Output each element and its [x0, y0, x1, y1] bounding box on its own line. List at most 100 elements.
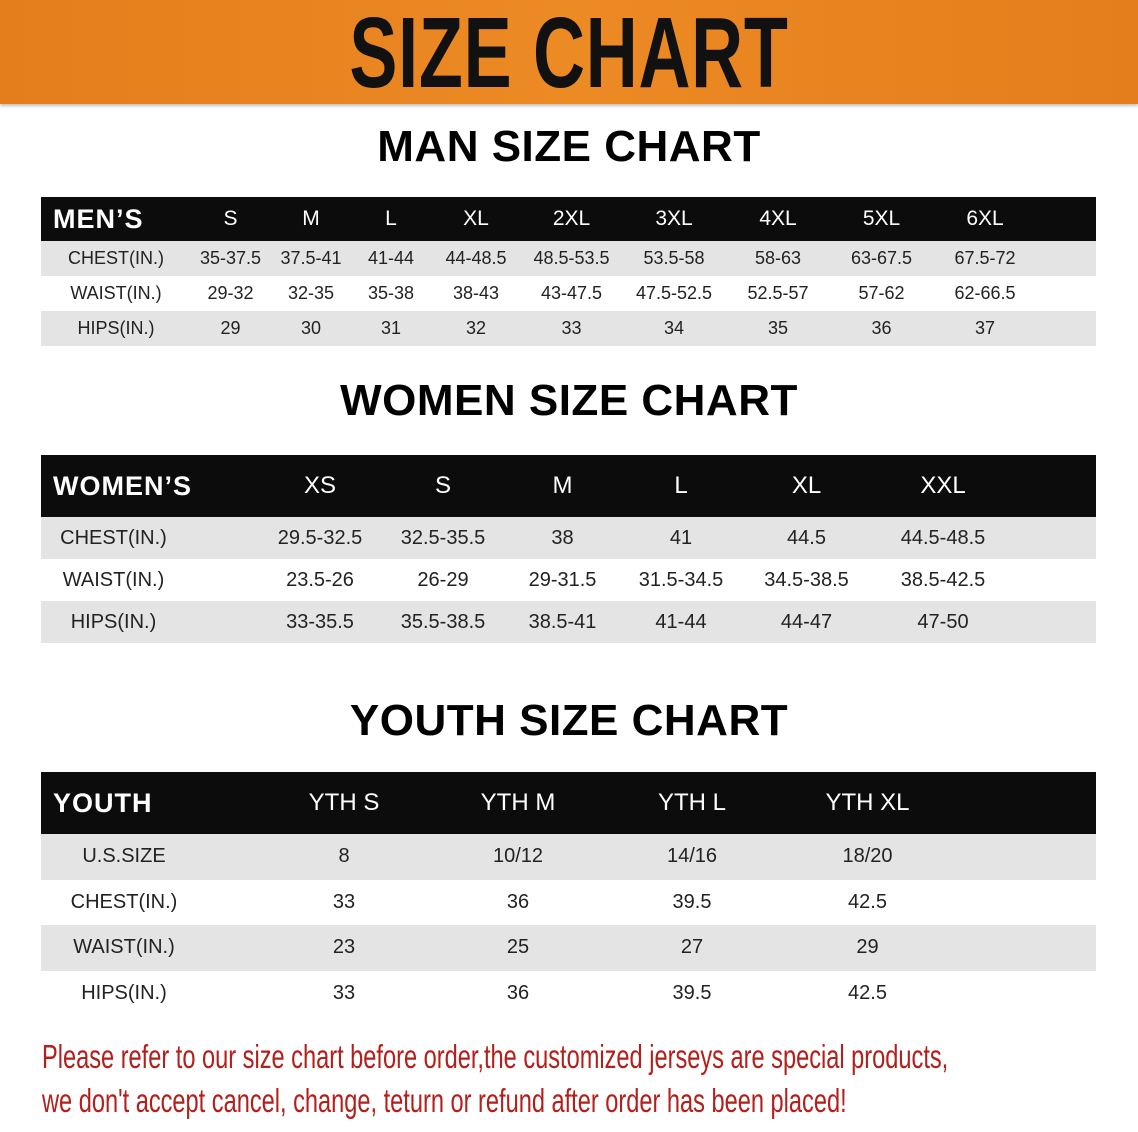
table-cell: 42.5 — [848, 890, 887, 913]
notice-line-2: we don't accept cancel, change, teturn o… — [42, 1082, 847, 1119]
table-cell: 8 — [338, 845, 350, 868]
table-cell: 27 — [680, 936, 704, 959]
table-cell: 44.5 — [787, 526, 826, 549]
row-label: WAIST(IN.) — [41, 569, 258, 592]
size-header-cell: 6XL — [966, 207, 1004, 230]
table-cell: 35 — [767, 318, 789, 338]
row-label-text: WAIST(IN.) — [62, 568, 165, 591]
table-cell: 43-47.5 — [540, 283, 603, 303]
women-section-title: WOMEN SIZE CHART — [340, 376, 798, 425]
title-banner: SIZE CHART — [0, 0, 1138, 109]
table-cell: 31.5-34.5 — [638, 568, 724, 591]
row-label-text: CHEST(IN.) — [68, 248, 164, 268]
table-row: WAIST(IN.) 23.5-26 26-29 29-31.5 31.5-34.5 34… — [41, 559, 1096, 601]
size-header-cell: XL — [463, 207, 489, 230]
table-cell: 32-35 — [287, 283, 335, 303]
table-cell: 63-67.5 — [850, 248, 913, 268]
table-cell: 10/12 — [492, 845, 544, 868]
table-cell: 35.5-38.5 — [400, 610, 486, 633]
table-row: U.S.SIZE 8 10/12 14/16 18/20 — [41, 834, 1096, 880]
table-cell: 62-66.5 — [954, 283, 1016, 303]
table-cell: 23 — [332, 936, 356, 959]
table-header-row: MEN’S S M L XL 2XL 3XL 4XL 5XL 6XL — [41, 197, 1096, 241]
table-cell: 44-47 — [780, 610, 833, 633]
table-cell: 48.5-53.5 — [533, 248, 610, 268]
size-header-cell: YTH M — [480, 789, 556, 816]
table-cell: 32 — [465, 318, 487, 338]
row-label: CHEST(IN.) — [41, 891, 257, 914]
table-cell: 53.5-58 — [643, 248, 705, 268]
table-cell: 33 — [332, 981, 356, 1004]
table-cell: 37.5-41 — [280, 248, 342, 268]
row-label-text: HIPS(IN.) — [77, 318, 155, 338]
table-title-cell: YOUTH — [53, 787, 153, 818]
size-header-cell: S — [434, 472, 451, 499]
table-cell: 35-38 — [367, 283, 415, 303]
size-header-cell: 5XL — [862, 207, 901, 230]
table-cell: 36 — [506, 981, 530, 1004]
row-label: CHEST(IN.) — [41, 248, 190, 269]
table-cell: 29-31.5 — [528, 568, 597, 591]
size-header-cell: XXL — [920, 472, 966, 499]
size-header-cell: XL — [791, 472, 822, 499]
notice-line-1: Please refer to our size chart before or… — [42, 1038, 949, 1075]
youth-size-table: YOUTH YTH S YTH M YTH L YTH XL U.S.SIZE 8 10/12… — [41, 772, 1096, 1016]
row-label-text: HIPS(IN.) — [81, 981, 167, 1004]
row-label-text: CHEST(IN.) — [70, 890, 178, 913]
size-header-cell: 2XL — [552, 207, 591, 230]
table-cell: 29.5-32.5 — [277, 526, 363, 549]
size-header-cell: L — [674, 472, 688, 499]
size-header-cell: 4XL — [759, 207, 797, 230]
table-cell: 36 — [506, 890, 530, 913]
table-cell: 41 — [669, 526, 693, 549]
size-header-cell: YTH XL — [825, 789, 910, 816]
size-header-cell: YTH S — [308, 789, 380, 816]
table-cell: 38 — [551, 526, 574, 549]
row-label-text: WAIST(IN.) — [70, 283, 162, 303]
table-cell: 34.5-38.5 — [764, 568, 849, 591]
table-cell: 29 — [220, 318, 241, 338]
table-cell: 30 — [300, 318, 322, 338]
size-header-cell: L — [385, 207, 397, 230]
table-header-row: YOUTH YTH S YTH M YTH L YTH XL — [41, 772, 1096, 834]
table-cell: 33 — [332, 890, 356, 913]
table-cell: 41-44 — [367, 248, 415, 268]
table-cell: 35-37.5 — [199, 248, 262, 268]
size-header-cell: YTH L — [657, 789, 726, 816]
youth-section-title: YOUTH SIZE CHART — [349, 696, 789, 745]
table-cell: 36 — [871, 318, 892, 338]
row-label: U.S.SIZE — [41, 845, 257, 868]
table-cell: 52.5-57 — [747, 283, 809, 303]
men-section-title: MAN SIZE CHART — [377, 122, 761, 171]
table-cell: 29-32 — [207, 283, 254, 303]
table-cell: 33 — [561, 318, 582, 338]
row-label: WAIST(IN.) — [41, 936, 257, 959]
women-size-table: WOMEN’S XS S M L XL XXL CHEST(IN.) 29.5-32.5 32.5… — [41, 455, 1096, 643]
table-title-cell: MEN’S — [53, 203, 144, 234]
table-cell: 44.5-48.5 — [900, 526, 986, 549]
table-cell: 38.5-41 — [528, 610, 597, 633]
size-header-cell: XS — [303, 472, 336, 499]
table-cell: 47.5-52.5 — [635, 283, 713, 303]
size-header-cell: S — [223, 207, 238, 230]
table-cell: 38.5-42.5 — [900, 568, 986, 591]
row-label: HIPS(IN.) — [41, 318, 190, 339]
table-row: WAIST(IN.) 29-32 32-35 35-38 38-43 43-47.5 47.… — [41, 276, 1096, 311]
row-label: HIPS(IN.) — [41, 611, 258, 634]
table-row: HIPS(IN.) 33 36 39.5 42.5 — [41, 970, 1096, 1016]
table-cell: 14/16 — [666, 845, 718, 868]
banner-title: SIZE CHART — [349, 0, 789, 109]
row-label-text: CHEST(IN.) — [60, 526, 167, 549]
table-cell: 32.5-35.5 — [400, 526, 486, 549]
row-label-text: WAIST(IN.) — [73, 936, 175, 959]
row-label: HIPS(IN.) — [41, 982, 257, 1005]
table-cell: 18/20 — [842, 845, 893, 868]
table-cell: 39.5 — [672, 890, 712, 913]
table-cell: 34 — [663, 318, 685, 338]
table-cell: 67.5-72 — [954, 248, 1016, 268]
table-row: HIPS(IN.) 29 30 31 32 33 34 35 36 37 — [41, 311, 1096, 346]
table-row: HIPS(IN.) 33-35.5 35.5-38.5 38.5-41 41-44 44-… — [41, 601, 1096, 643]
table-cell: 25 — [506, 936, 530, 959]
table-cell: 26-29 — [417, 568, 469, 591]
